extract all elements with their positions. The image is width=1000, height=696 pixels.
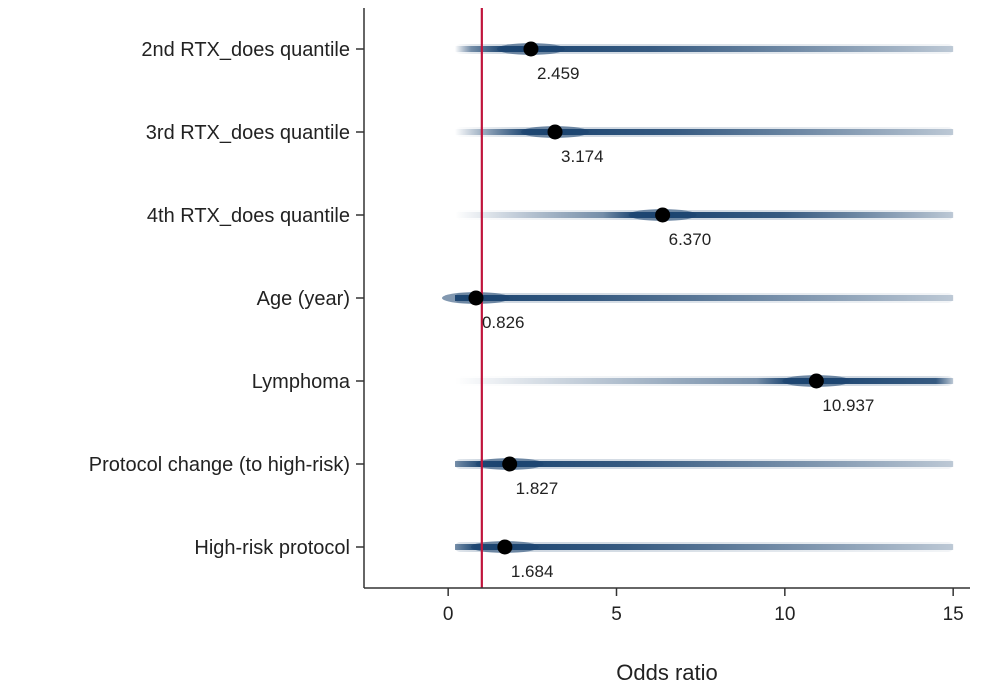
ci-band (454, 212, 954, 218)
category-label: Age (year) (257, 288, 350, 310)
point-estimate (808, 373, 824, 389)
ci-band (454, 129, 954, 135)
point-estimate (523, 41, 539, 57)
category-label: 2nd RTX_does quantile (141, 39, 350, 61)
ci-band (454, 544, 954, 550)
y-axis-ticks: 2nd RTX_does quantile 3rd RTX_does quanti… (89, 39, 364, 559)
x-tick-label: 15 (943, 604, 964, 625)
ci-band (454, 378, 954, 384)
value-label: 2.459 (537, 64, 580, 83)
value-label: 6.370 (669, 230, 712, 249)
x-tick-label: 5 (611, 604, 622, 625)
ci-band (454, 295, 954, 301)
point-estimates: 2.459 3.174 6.370 0.826 10.937 1.827 1.684 (468, 41, 874, 581)
category-label: Lymphoma (252, 371, 351, 393)
point-estimate (655, 207, 671, 223)
value-label: 0.826 (482, 313, 525, 332)
category-label: High-risk protocol (194, 537, 350, 559)
category-label: 3rd RTX_does quantile (146, 122, 350, 144)
ci-bands (441, 43, 954, 553)
point-estimate (502, 456, 518, 472)
value-label: 3.174 (561, 147, 604, 166)
point-estimate (497, 539, 513, 555)
ci-band (454, 46, 954, 52)
x-axis-title: Odds ratio (616, 660, 718, 685)
x-axis-ticks: 0 5 10 15 (443, 588, 964, 625)
point-estimate (468, 290, 484, 306)
value-label: 1.684 (511, 562, 554, 581)
value-label: 1.827 (516, 479, 559, 498)
ci-band (454, 461, 954, 467)
point-estimate (547, 124, 563, 140)
category-label: 4th RTX_does quantile (147, 205, 350, 227)
x-tick-label: 10 (774, 604, 795, 625)
x-tick-label: 0 (443, 604, 454, 625)
value-label: 10.937 (822, 396, 874, 415)
category-label: Protocol change (to high-risk) (89, 454, 350, 476)
